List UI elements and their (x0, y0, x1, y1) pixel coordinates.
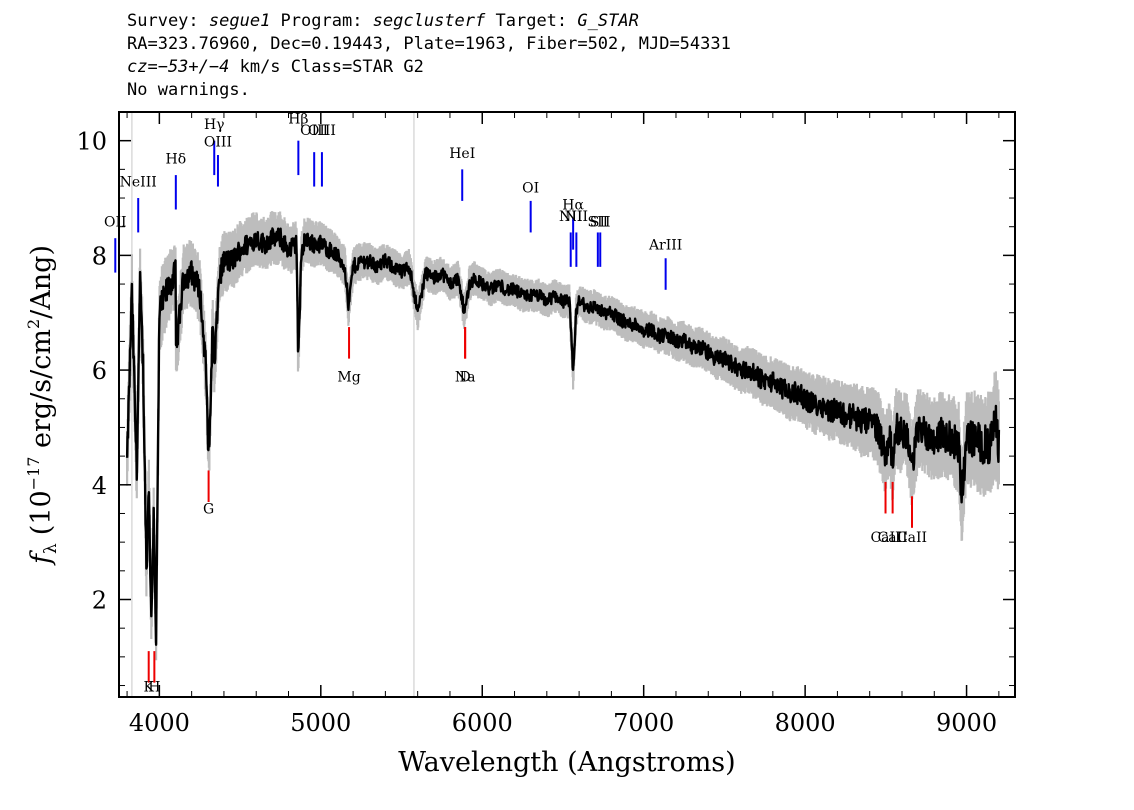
absorption-line-label-1: H (148, 679, 160, 695)
axes: 4000 5000 6000 7000 8000 9000 2 4 6 8 10 (76, 111, 1015, 737)
x-tick-label: 4000 (129, 709, 190, 737)
redshift-value: cz=−53+/−4 (127, 57, 230, 77)
header-line-redshift: cz=−53+/−4 km/s Class=STAR G2 (127, 56, 731, 79)
emission-line-label-4: OIII (204, 134, 232, 150)
x-tick-label: 6000 (452, 709, 513, 737)
header-line-warnings: No warnings. (127, 80, 250, 100)
emission-line-label-7: OIII (308, 123, 336, 139)
absorption-line-label-4: Na (455, 370, 476, 386)
error-band-path (126, 211, 1000, 661)
emission-line-label-0: OII (104, 215, 127, 231)
y-tick-label: 4 (92, 472, 107, 500)
emission-line-label-11: Hα (562, 198, 584, 214)
absorption-line-label-6: CaII (870, 530, 900, 546)
absorption-line-label-2: G (203, 501, 214, 517)
emission-line-label-14: SII (590, 215, 611, 231)
absorption-line-label-3: Mg (337, 370, 360, 386)
vertical-reference-lines (131, 112, 415, 697)
survey-label: Survey: (127, 11, 209, 31)
y-tick-label: 2 (92, 587, 107, 615)
survey-value: segue1 (208, 11, 271, 31)
y-axis-units-exp2: 2 (24, 319, 43, 329)
program-value: segclusterf (372, 11, 486, 31)
emission-line-label-8: HeI (449, 146, 475, 162)
x-tick-label: 7000 (613, 709, 674, 737)
y-tick-label: 8 (92, 242, 107, 270)
emission-line-label-2: Hδ (166, 152, 187, 168)
y-axis-units-exp: −17 (24, 457, 43, 491)
absorption-line-label-8: CaII (897, 530, 927, 546)
y-tick-label: 6 (92, 357, 107, 385)
y-axis-symbol-sub: λ (41, 543, 61, 554)
x-tick-label: 8000 (775, 709, 836, 737)
y-axis-units-mid: erg/s/cm (26, 329, 57, 457)
target-value: G_STAR (577, 11, 639, 31)
flux-series (125, 227, 1001, 646)
header-line-survey: Survey: segue1 Program: segclusterf Targ… (127, 10, 731, 33)
target-label: Target: (485, 11, 578, 31)
emission-line-label-3: Hγ (204, 117, 225, 133)
emission-line-label-9: OI (522, 180, 539, 196)
x-tick-label: 9000 (936, 709, 997, 737)
header-line-coordinates: RA=323.76960, Dec=0.19443, Plate=1963, F… (127, 34, 731, 54)
y-axis-units-end: /Ang) (26, 245, 57, 319)
absorption-line-label-7: CaII (878, 530, 908, 546)
emission-line-label-1: NeIII (120, 175, 157, 191)
plot-frame (118, 111, 1016, 698)
x-axis-label: Wavelength (Angstroms) (398, 747, 735, 778)
y-tick-label: 10 (76, 128, 107, 156)
program-label: Program: (270, 11, 373, 31)
class-value: km/s Class=STAR G2 (229, 57, 424, 77)
absorption-line-label-5: D (460, 370, 471, 386)
y-axis-label: fλ(10−17 erg/s/cm2/Ang) (24, 245, 61, 566)
error-band (126, 211, 1000, 661)
emission-line-label-15: ArIII (648, 238, 682, 254)
emission-line-label-10: NII (559, 209, 582, 225)
emission-line-label-13: SII (588, 215, 609, 231)
flux-line (125, 227, 1001, 646)
absorption-line-label-0: K (143, 679, 154, 695)
emission-line-label-5: Hβ (288, 111, 308, 127)
x-tick-label: 5000 (290, 709, 351, 737)
emission-line-label-12: NII (565, 209, 588, 225)
emission-line-label-6: OIII (300, 123, 328, 139)
y-axis-units-pre: (10 (26, 490, 57, 535)
spectrum-header: Survey: segue1 Program: segclusterf Targ… (127, 10, 731, 102)
